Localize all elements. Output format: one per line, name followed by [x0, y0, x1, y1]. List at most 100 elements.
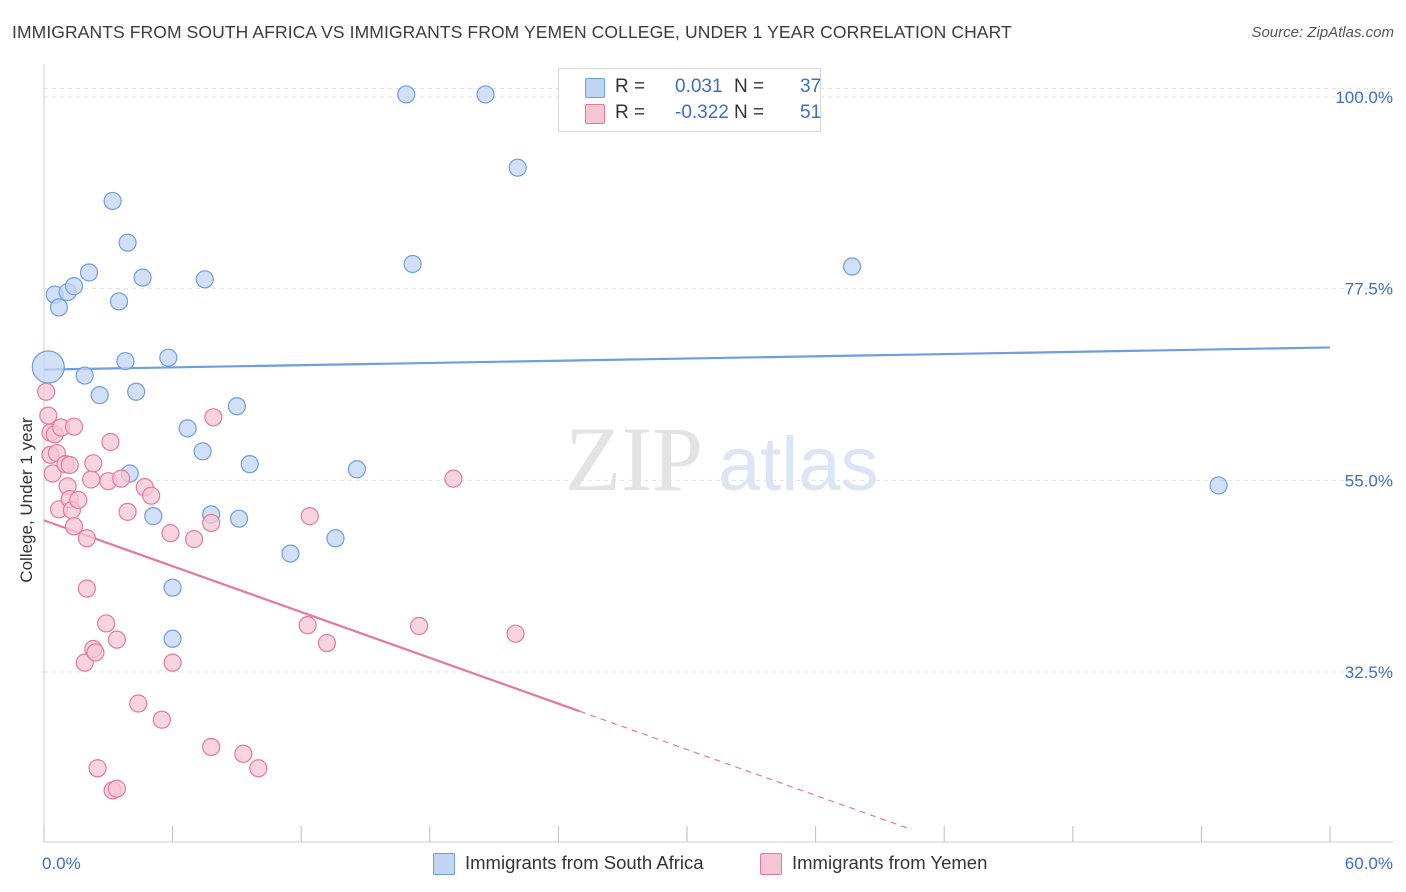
legend-r-label: R =: [615, 102, 646, 123]
point-south-africa: [64, 277, 84, 296]
point-yemen: [129, 694, 148, 713]
grid-layer: [44, 87, 1393, 673]
y-axis-label: College, Under 1 year: [17, 417, 36, 583]
point-yemen: [107, 779, 126, 798]
point-yemen: [298, 616, 317, 635]
point-yemen: [77, 579, 96, 598]
point-yemen: [234, 744, 253, 763]
point-south-africa: [133, 268, 152, 287]
watermark: ZIP atlas: [565, 408, 879, 510]
tick-label-layer: 100.0% 77.5% 55.0% 32.5% 0.0% 60.0%: [42, 88, 1393, 873]
point-south-africa: [403, 254, 422, 274]
legend-r-label: R =: [615, 76, 646, 97]
point-south-africa: [49, 298, 69, 317]
y-tick-label: 100.0%: [1335, 88, 1393, 107]
point-south-africa: [1209, 476, 1228, 495]
point-yemen: [249, 759, 268, 778]
point-yemen: [82, 470, 101, 489]
point-yemen: [43, 464, 62, 483]
x-tick-label: 60.0%: [1345, 854, 1393, 873]
x-tick-label: 0.0%: [42, 854, 81, 873]
point-south-africa: [347, 460, 367, 479]
chart-title: IMMIGRANTS FROM SOUTH AFRICA VS IMMIGRAN…: [12, 22, 1012, 42]
legend-swatch-yemen: [585, 104, 605, 124]
point-south-africa: [90, 386, 109, 405]
point-south-africa: [397, 85, 416, 104]
point-south-africa: [163, 629, 182, 648]
point-yemen: [202, 513, 221, 533]
trend-line-dashed-1: [579, 710, 912, 831]
point-south-africa: [103, 191, 122, 211]
legend-r-value: -0.322: [675, 102, 729, 123]
series-swatch-south-africa: [433, 853, 455, 875]
point-yemen: [77, 529, 96, 548]
trend-line-0: [43, 346, 1331, 371]
point-yemen: [60, 455, 79, 475]
point-yemen: [97, 614, 116, 633]
point-south-africa: [842, 257, 862, 276]
point-yemen: [84, 454, 103, 473]
point-yemen: [107, 630, 126, 649]
point-yemen: [444, 469, 463, 488]
point-south-africa: [193, 442, 212, 461]
point-south-africa: [281, 544, 300, 563]
legend-n-label: N =: [734, 76, 765, 97]
point-yemen: [64, 417, 84, 436]
point-yemen: [409, 616, 429, 636]
point-yemen: [86, 643, 105, 662]
point-south-africa: [476, 85, 495, 104]
point-yemen: [152, 710, 171, 729]
series-swatch-yemen: [760, 853, 782, 875]
point-yemen: [64, 517, 84, 536]
legend-swatch-south-africa: [585, 78, 605, 98]
y-tick-label: 77.5%: [1345, 280, 1393, 299]
correlation-legend: R = 0.031 N = 37 R = -0.322 N = 51: [558, 68, 821, 132]
series-name-yemen: Immigrants from Yemen: [792, 852, 988, 873]
point-south-africa: [75, 366, 94, 385]
legend-r-value: 0.031: [675, 76, 723, 97]
point-south-africa: [195, 270, 214, 289]
point-yemen: [118, 502, 137, 521]
point-south-africa: [109, 292, 129, 311]
point-south-africa: [79, 263, 99, 282]
points-layer: [31, 85, 1228, 800]
point-yemen: [317, 633, 337, 653]
y-tick-label: 32.5%: [1345, 663, 1393, 682]
point-south-africa: [118, 233, 137, 252]
point-yemen: [37, 382, 56, 401]
point-yemen: [163, 653, 182, 672]
point-yemen: [202, 737, 221, 757]
point-south-africa: [229, 509, 249, 528]
point-south-africa: [163, 578, 182, 597]
trend-line-solid-1: [43, 519, 581, 713]
point-yemen: [184, 530, 204, 549]
point-south-africa: [178, 419, 197, 438]
y-axis-label-wrap: College, Under 1 year: [4, 300, 50, 700]
point-south-africa: [127, 382, 146, 401]
series-name-south-africa: Immigrants from South Africa: [465, 852, 704, 873]
point-yemen: [142, 486, 161, 505]
point-yemen: [101, 432, 120, 452]
point-south-africa: [240, 455, 259, 474]
point-yemen: [204, 408, 223, 427]
point-south-africa: [326, 529, 345, 548]
point-south-africa: [227, 397, 246, 416]
watermark-zip: ZIP: [565, 408, 703, 510]
point-yemen: [161, 524, 180, 543]
point-yemen: [112, 469, 131, 488]
source-label: Source: ZipAtlas.com: [1251, 24, 1394, 41]
legend-n-value: 51: [800, 102, 822, 123]
point-south-africa: [116, 351, 135, 371]
watermark-atlas: atlas: [718, 422, 879, 507]
point-yemen: [69, 490, 88, 510]
legend-n-value: 37: [800, 76, 822, 97]
legend-n-label: N =: [734, 102, 765, 123]
y-tick-label: 55.0%: [1345, 471, 1393, 490]
point-yemen: [506, 624, 525, 643]
point-south-africa: [144, 507, 163, 526]
point-south-africa: [159, 348, 178, 367]
trend-layer: [43, 346, 1331, 831]
point-yemen: [300, 507, 319, 526]
point-yemen: [88, 759, 107, 778]
